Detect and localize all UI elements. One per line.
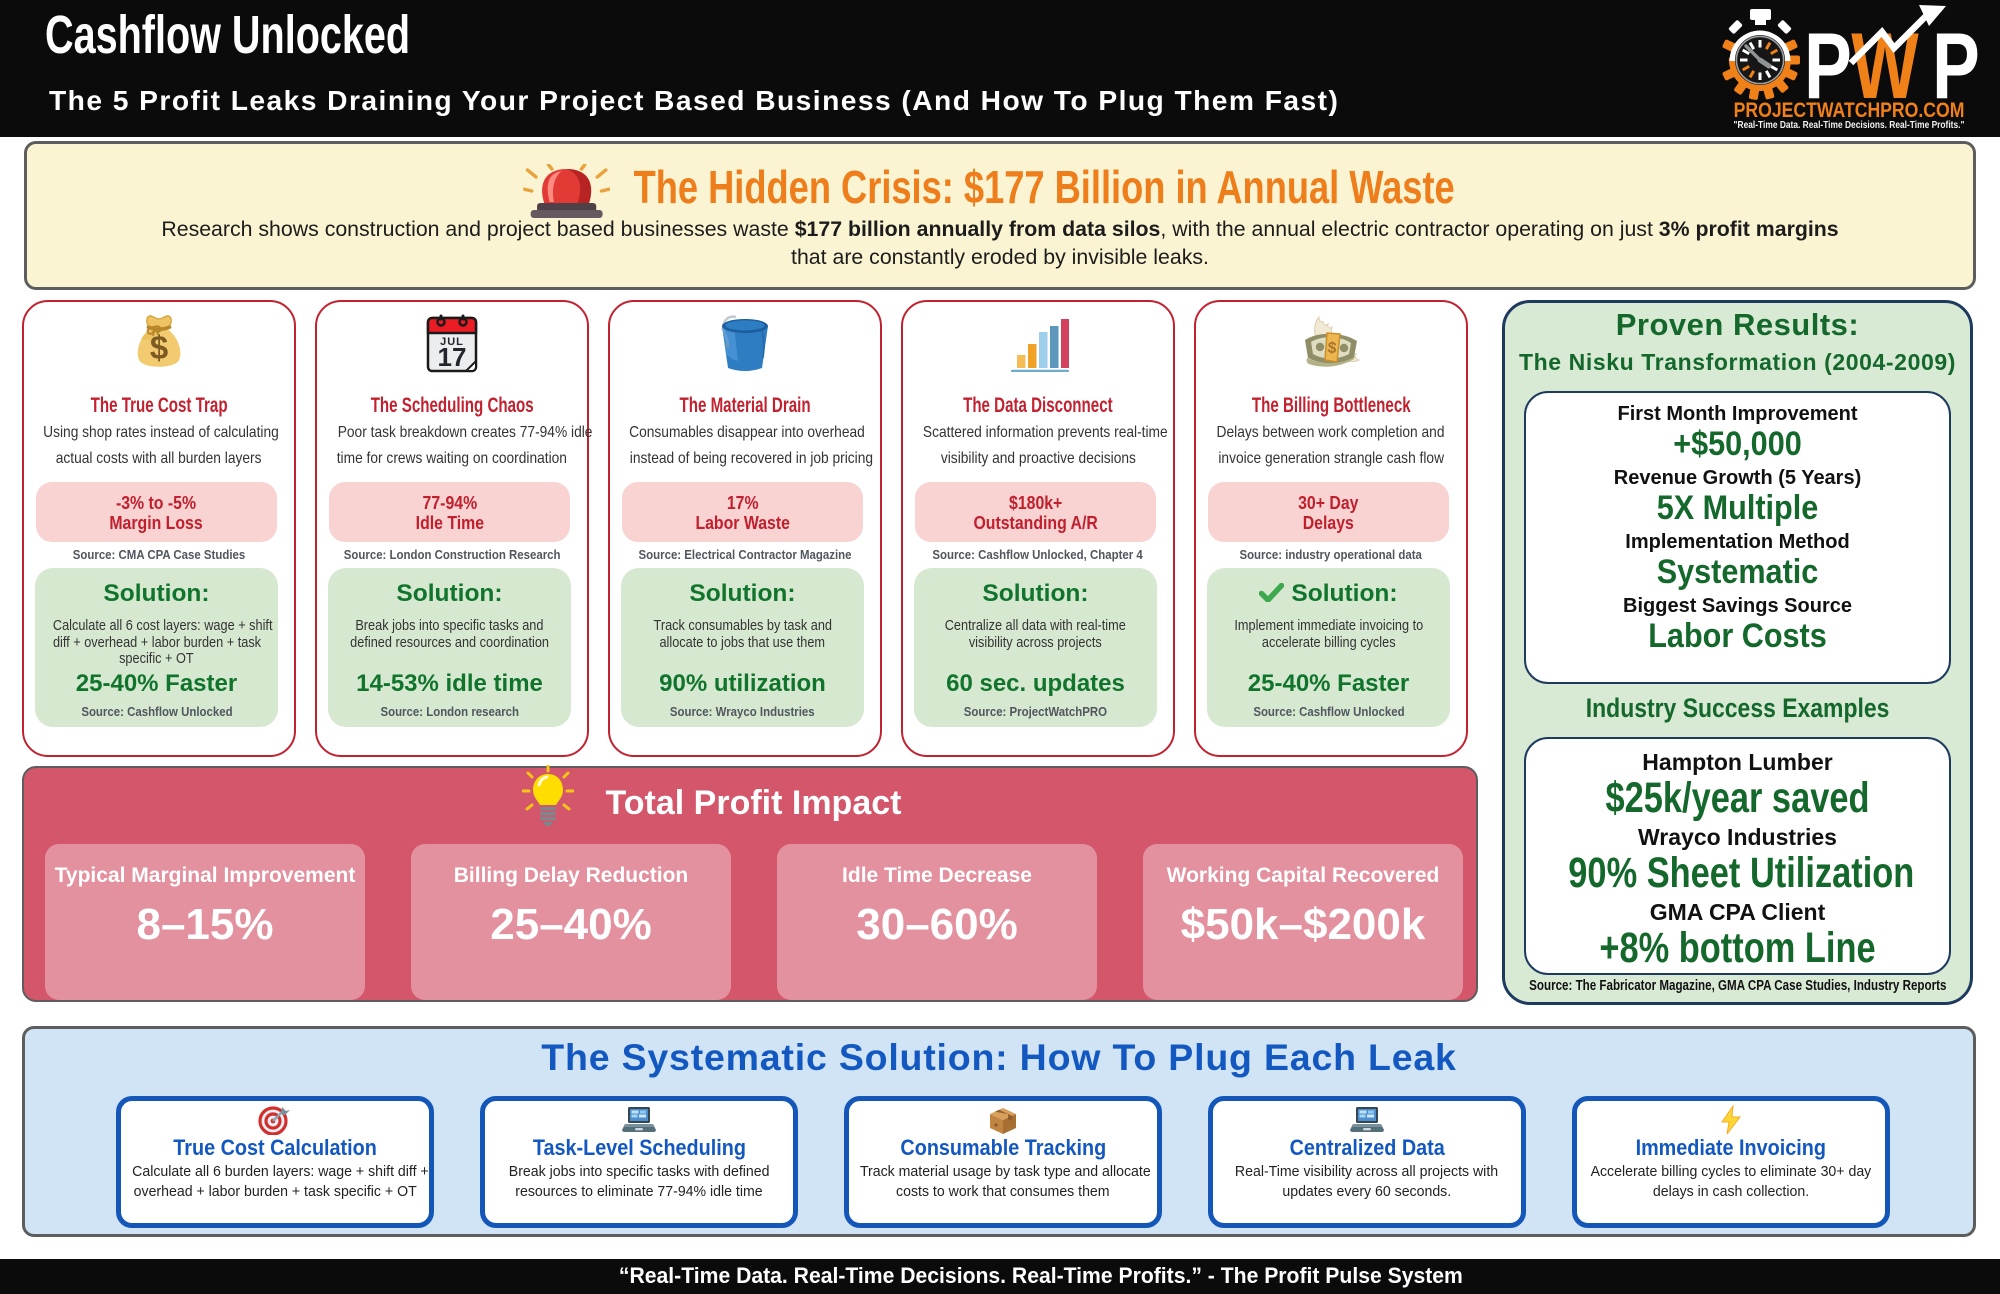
svg-text:P: P xyxy=(1932,12,1980,118)
svg-text:P: P xyxy=(1804,12,1852,118)
svg-text:$: $ xyxy=(1327,340,1337,358)
svg-text:PROJECTWATCHPRO.COM: PROJECTWATCHPRO.COM xyxy=(1734,99,1965,123)
svg-text:JUL: JUL xyxy=(440,336,464,348)
svg-text:"Real-Time Data. Real-Time De: "Real-Time Data. Real-Time Decisions. Re… xyxy=(1734,119,1965,131)
svg-text:17: 17 xyxy=(438,342,467,372)
svg-text:$: $ xyxy=(150,329,168,366)
